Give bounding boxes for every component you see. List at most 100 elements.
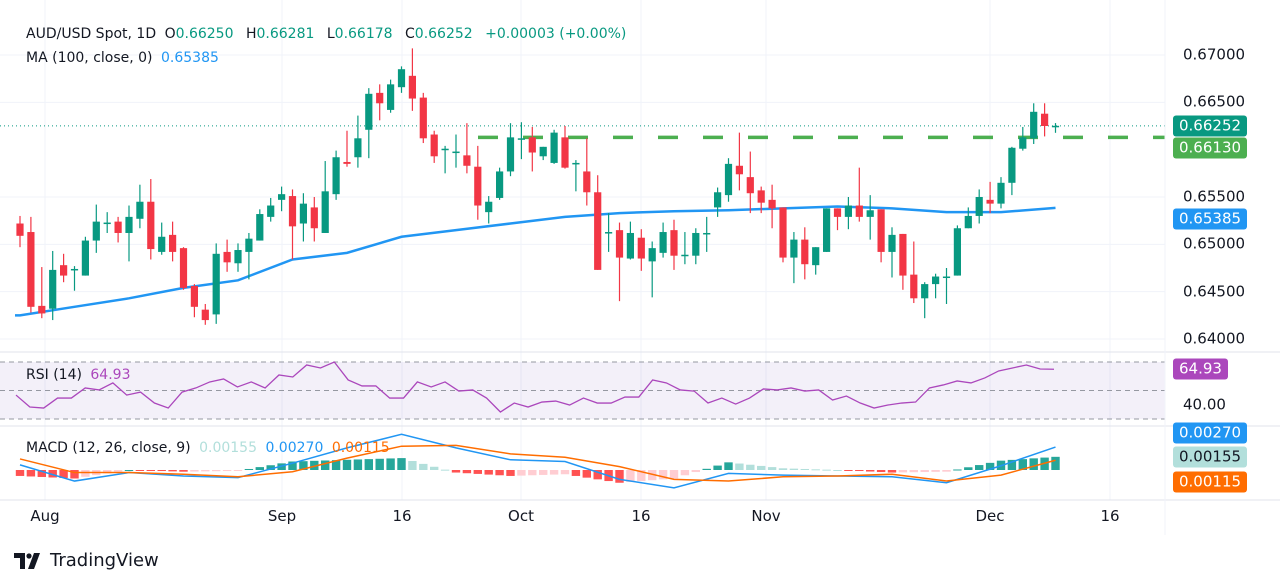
candle-body (223, 251, 231, 263)
candle-body (801, 239, 809, 265)
candle (38, 267, 46, 319)
macd-histogram-bar (103, 470, 112, 474)
macd-histogram-bar (549, 470, 559, 475)
candle (136, 184, 144, 229)
candle-body (659, 232, 667, 253)
macd-histogram-bar (517, 470, 526, 476)
macd-histogram-bar (440, 469, 450, 471)
resistance-price-label: 0.66130 (1173, 137, 1248, 159)
candle-body (594, 192, 602, 270)
candle-body (267, 205, 275, 217)
candle-body (103, 222, 111, 225)
candle (397, 66, 406, 93)
candle-body (485, 201, 493, 213)
price-tick: 0.64000 (1183, 329, 1246, 348)
macd-histogram-bar (244, 468, 254, 470)
candle-body (387, 84, 395, 110)
rsi-line (15, 361, 1055, 413)
candle-body (365, 93, 373, 130)
macd-histogram-bar (451, 470, 461, 473)
symbol-title[interactable]: AUD/USD Spot, 1D (26, 26, 157, 42)
candle (1019, 126, 1027, 151)
macd-histogram-bar (353, 459, 363, 470)
macd-histogram-bar (898, 470, 908, 473)
candle-body (986, 199, 994, 204)
candle (594, 175, 602, 270)
macd-histogram-bar (233, 470, 243, 471)
candle-body (169, 234, 177, 252)
macd-value-label: 0.00270 (1173, 422, 1248, 444)
candle-body (496, 171, 504, 198)
rsi-legend[interactable]: RSI (14) 64.93 (26, 367, 134, 383)
candle (288, 189, 297, 260)
candle (179, 247, 188, 290)
candle-body (1019, 137, 1027, 149)
candle-body (714, 192, 722, 208)
macd-histogram-bar (364, 459, 373, 470)
time-tick: Nov (751, 507, 781, 525)
candle-body (158, 236, 166, 252)
macd-histogram-bar (342, 459, 352, 470)
macd-histogram-bar (81, 470, 90, 477)
candle (779, 207, 787, 263)
ma-legend-value: 0.65385 (160, 50, 219, 66)
macd-histogram-bar (473, 470, 482, 474)
macd-histogram-bar (15, 470, 25, 476)
candle-body (539, 146, 547, 157)
macd-histogram-bar (637, 470, 646, 482)
time-tick: 16 (392, 507, 412, 525)
time-tick: Aug (30, 507, 60, 525)
tradingview-logo[interactable]: TradingView (14, 550, 159, 571)
candle-body (888, 234, 896, 252)
candle (714, 187, 722, 217)
macd-histogram-bar (953, 469, 962, 471)
rsi-tick: 40.00 (1183, 395, 1226, 414)
macd-histogram-bar (157, 470, 166, 472)
rsi-band (0, 362, 1165, 419)
candle-body (757, 190, 765, 203)
candle (1030, 103, 1038, 144)
candle (942, 268, 951, 304)
candle-body (408, 75, 416, 99)
macd-histogram-bar (495, 470, 504, 476)
candle (1051, 123, 1060, 133)
candle (975, 189, 983, 224)
candle (561, 126, 569, 169)
candle-body (528, 137, 536, 153)
macd-histogram-bar (876, 470, 886, 473)
candle (365, 88, 373, 159)
candle-body (670, 230, 678, 256)
candle (496, 167, 504, 200)
macd-histogram-bar (419, 463, 428, 470)
low-value: 0.66178 (334, 26, 393, 42)
candle-body (1008, 147, 1016, 183)
candle (768, 184, 776, 229)
candle-body (16, 223, 24, 236)
candle (735, 132, 743, 191)
candle (60, 253, 68, 283)
high-label: H (245, 26, 257, 42)
macd-legend[interactable]: MACD (12, 26, close, 9) 0.00155 0.00270 … (26, 440, 394, 456)
candle-body (921, 284, 929, 299)
candle-body (70, 268, 79, 271)
candle-body (953, 228, 961, 276)
ma-legend[interactable]: MA (100, close, 0) 0.65385 (26, 50, 223, 66)
candle-body (997, 182, 1005, 204)
candle-body (310, 207, 318, 229)
candle (921, 282, 929, 319)
candle-body (735, 165, 743, 175)
time-tick: 16 (631, 507, 651, 525)
candle (757, 186, 765, 214)
candle (125, 205, 133, 262)
macd-histogram-bar (680, 470, 690, 476)
macd-histogram-bar (1029, 458, 1038, 470)
candle (376, 84, 384, 121)
candle (223, 239, 231, 272)
candle-body (92, 221, 100, 241)
candle (441, 145, 449, 174)
macd-histogram-bar (887, 470, 897, 473)
macd-histogram-bar (724, 462, 733, 470)
candle-body (332, 157, 340, 195)
candle-body (201, 309, 209, 321)
